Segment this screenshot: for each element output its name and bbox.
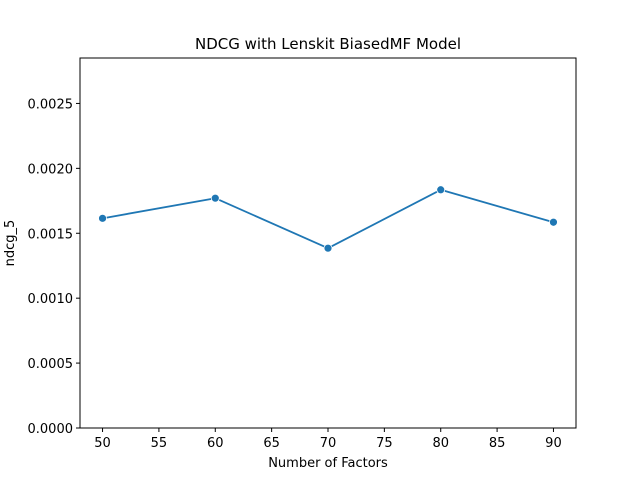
x-axis-label: Number of Factors	[268, 456, 388, 471]
x-tick-label: 90	[545, 436, 562, 451]
series-layer	[98, 185, 558, 253]
x-tick-label: 55	[151, 436, 168, 451]
x-tick-label: 60	[207, 436, 224, 451]
y-tick-label: 0.0025	[28, 97, 74, 112]
y-tick-label: 0.0010	[28, 292, 74, 307]
x-tick-label: 50	[94, 436, 111, 451]
data-point	[549, 217, 558, 227]
x-tick-label: 85	[489, 436, 506, 451]
data-point	[98, 213, 107, 223]
data-point	[210, 193, 220, 203]
y-tick-label: 0.0000	[28, 422, 74, 437]
y-tick-label: 0.0015	[28, 227, 74, 242]
y-tick-label: 0.0020	[28, 162, 74, 177]
data-point	[436, 185, 446, 195]
chart-title: NDCG with Lenskit BiasedMF Model	[195, 35, 461, 53]
y-axis: 0.0000 0.0005 0.0010 0.0015 0.0020 0.0025	[28, 97, 80, 437]
x-axis: 50 55 60 65 70 75 80 85 90	[94, 428, 562, 451]
x-tick-label: 80	[432, 436, 449, 451]
plot-frame	[79, 57, 577, 429]
y-tick-label: 0.0005	[28, 357, 74, 372]
x-tick-label: 70	[320, 436, 337, 451]
y-axis-label: ndcg_5	[3, 220, 18, 267]
x-tick-label: 65	[263, 436, 280, 451]
plot-area: 50 55 60 65 70 75 80 85 90 0.00000.00050.00100.0…	[28, 57, 577, 451]
data-point	[323, 243, 333, 253]
x-tick-label: 75	[376, 436, 393, 451]
